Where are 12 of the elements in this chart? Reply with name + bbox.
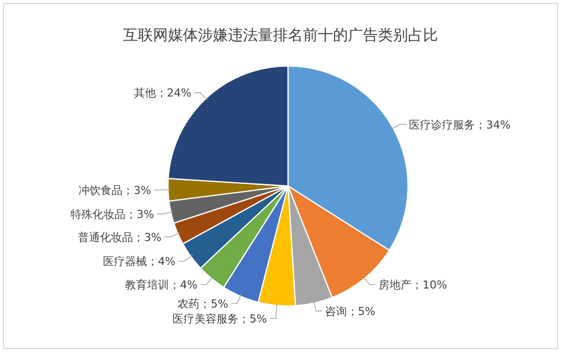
slice-label: 冲饮食品；3% — [78, 184, 152, 198]
slice-label: 其他；24% — [134, 86, 192, 100]
chart-title: 互联网媒体涉嫌违法量排名前十的广告类别占比 — [123, 26, 438, 44]
slice-label: 农药；5% — [178, 297, 228, 310]
slice-label: 房地产；10% — [378, 278, 448, 292]
slice-label: 医疗诊疗服务；34% — [409, 118, 511, 132]
slice-label: 教育培训；4% — [124, 278, 198, 292]
slice-label: 特殊化妆品；3% — [70, 208, 154, 221]
slice-label: 医疗美容服务；5% — [172, 312, 267, 326]
slice-label: 咨询；5% — [324, 304, 376, 318]
slice-label: 普通化妆品；3% — [78, 230, 162, 244]
slice-label: 医疗器械；4% — [102, 255, 176, 268]
